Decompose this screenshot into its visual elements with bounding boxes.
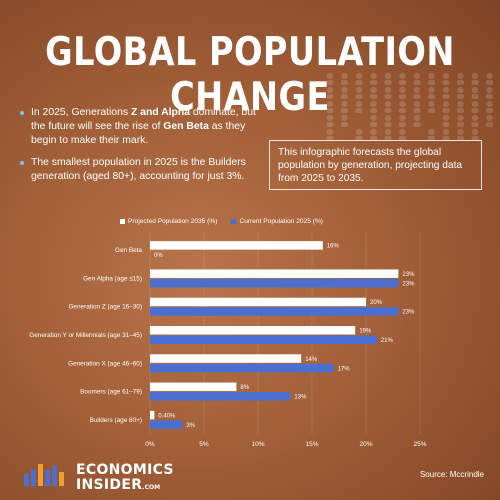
x-tick-label: 25% xyxy=(413,441,426,448)
bar-current-2025 xyxy=(150,420,183,429)
data-label: 23% xyxy=(402,272,415,278)
bar-current-2025 xyxy=(150,335,377,344)
bullet-segment: The smallest population in 2025 is the B… xyxy=(31,157,246,182)
source-note: Source: Mccrindle xyxy=(419,470,484,479)
bullet-text: The smallest population in 2025 is the B… xyxy=(31,157,246,182)
bar-projected-2035 xyxy=(150,241,323,250)
x-tick-label: 20% xyxy=(359,441,372,448)
bullet-segment: as they begin to make their mark. xyxy=(31,121,246,146)
data-label: 23% xyxy=(402,310,415,316)
category-label: Builders (age 80+) xyxy=(90,417,142,424)
bullet-emphasis: Z and Alpha xyxy=(130,107,191,118)
page-title: GLOBAL POPULATION CHANGE xyxy=(45,30,455,120)
bullet-segment: In 2025, Generations xyxy=(31,107,131,118)
legend-swatch-current xyxy=(231,219,237,224)
people-dots-icon xyxy=(326,72,493,140)
legend-item-current: Current Population 2025 (%) xyxy=(231,218,323,225)
bar-current-2025 xyxy=(150,278,399,288)
category-label: Generation Z (age 16–30) xyxy=(68,304,142,311)
data-label: 8% xyxy=(240,385,249,391)
economics-insider-logo-icon xyxy=(24,464,64,486)
logo-line-1: ECONOMICS xyxy=(76,462,174,478)
data-label: 23% xyxy=(402,281,415,287)
bullet-list: In 2025, Generations Z and Alpha dominat… xyxy=(20,106,270,192)
legend-label-projected: Projected Population 2035 (%) xyxy=(128,218,218,225)
bar-current-2025 xyxy=(150,392,291,401)
bar-current-2025 xyxy=(150,307,399,316)
logo-wordmark: ECONOMICS INSIDER.COM xyxy=(76,462,174,495)
bar-projected-2035 xyxy=(150,354,302,363)
data-label: 20% xyxy=(370,300,383,306)
data-label: 21% xyxy=(381,338,394,344)
category-label: Generation X (age 46–60) xyxy=(68,360,142,367)
bar-projected-2035 xyxy=(150,297,366,307)
x-tick-label: 0% xyxy=(145,441,155,448)
bullet-segment: dominate, but the future will see the ri… xyxy=(31,107,256,132)
bullet-emphasis: Gen Beta xyxy=(163,121,209,132)
data-label: 19% xyxy=(359,329,372,335)
bullet-item-1: In 2025, Generations Z and Alpha dominat… xyxy=(20,106,270,148)
logo-suffix: .COM xyxy=(142,484,161,491)
bullet-dot-icon xyxy=(20,161,24,165)
bar-projected-2035 xyxy=(150,326,356,335)
legend-item-projected: Projected Population 2035 (%) xyxy=(120,218,217,225)
info-box: This infographic forecasts the global po… xyxy=(269,140,482,190)
data-label: 17% xyxy=(338,366,351,372)
data-label: 13% xyxy=(294,395,307,401)
data-label: 0% xyxy=(154,253,163,259)
bullet-text: In 2025, Generations Z and Alpha dominat… xyxy=(31,107,256,146)
bar-current-2025 xyxy=(150,363,334,373)
x-tick-label: 10% xyxy=(251,441,264,448)
bar-projected-2035 xyxy=(150,382,237,392)
logo-line-2-text: INSIDER xyxy=(76,477,143,493)
data-label: 14% xyxy=(305,357,318,363)
data-label: 0.40% xyxy=(158,413,176,419)
category-label: Gen Alpha (age ≤15) xyxy=(83,275,142,282)
category-label: Boomers (age 61–79) xyxy=(80,389,142,396)
x-tick-label: 15% xyxy=(305,441,318,448)
logo-line-2: INSIDER.COM xyxy=(76,478,174,495)
bullet-item-2: The smallest population in 2025 is the B… xyxy=(20,156,270,184)
legend-swatch-projected xyxy=(120,219,125,224)
x-tick-label: 5% xyxy=(199,441,209,448)
data-label: 3% xyxy=(186,423,195,429)
bar-projected-2035 xyxy=(150,269,399,278)
category-label: Generation Y or Millennials (age 31–45) xyxy=(29,332,142,339)
category-label: Gen Beta xyxy=(115,247,142,254)
legend-label-current: Current Population 2025 (%) xyxy=(239,218,324,225)
data-label: 16% xyxy=(327,244,340,250)
bullet-dot-icon xyxy=(20,111,24,115)
chart-legend: Projected Population 2035 (%) Current Po… xyxy=(120,218,323,225)
bar-projected-2035 xyxy=(150,410,155,420)
